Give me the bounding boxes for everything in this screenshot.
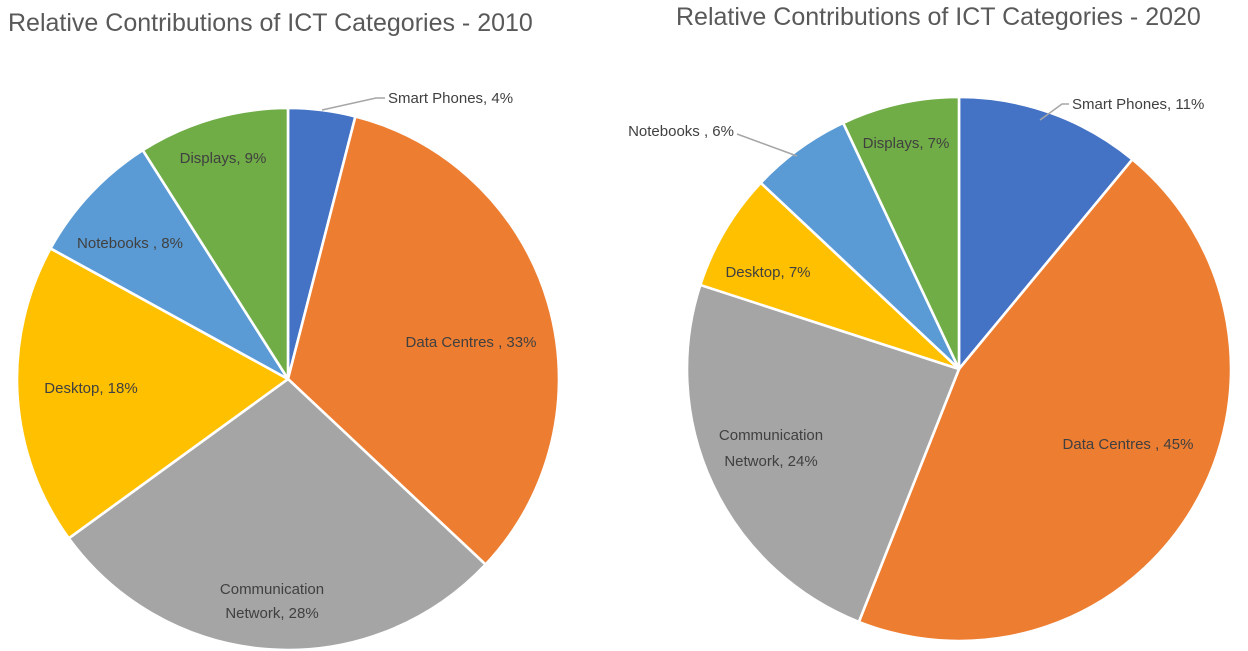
pie-slice-desktop [15,247,290,540]
pie-slice-data-centres [286,115,561,566]
pie-slice-notebooks [49,148,290,381]
pie-relative-contributions-of-ict-categories-2020: Smart Phones, 11% Data Centres , 45% Commu… [628,95,1233,643]
pie-slice-data-centres [857,158,1233,643]
chart-title-2020: Relative Contributions of ICT Categories… [676,3,1201,31]
slice-label-data-centres: Data Centres , 45% [1063,436,1194,453]
slice-label-displays: Displays, 7% [863,135,950,152]
slice-label-communication-network: Communication Network, 28% [220,581,324,622]
pie-slice-communication-network [685,283,961,624]
slice-label-notebooks: Notebooks , 6% [628,123,734,140]
pie-slice-communication-network [67,377,487,651]
slice-label-smart-phones: Smart Phones, 11% [1072,96,1204,113]
slice-label-data-centres: Data Centres , 33% [406,334,537,351]
pie-slice-displays [841,95,961,371]
pie-relative-contributions-of-ict-categories-2010: Smart Phones, 4% Data Centres , 33% Commun… [15,90,561,651]
pie-slice-desktop [699,181,961,371]
leader-line-smart-phones [321,97,385,111]
leader-line-notebooks [736,133,798,157]
slice-label-desktop: Desktop, 7% [725,264,810,281]
slice-label-communication-network: Communication Network, 24% [719,427,823,470]
slice-label-desktop: Desktop, 18% [44,380,137,397]
leader-line-smart-phones [1039,103,1069,121]
slice-label-smart-phones: Smart Phones, 4% [388,90,513,107]
slice-label-displays: Displays, 9% [180,150,267,167]
slice-label-notebooks: Notebooks , 8% [77,235,183,252]
chart-title-2010: Relative Contributions of ICT Categories… [8,9,533,37]
pie-slice-displays [141,106,290,381]
pie-slice-smart-phones [957,95,1134,371]
